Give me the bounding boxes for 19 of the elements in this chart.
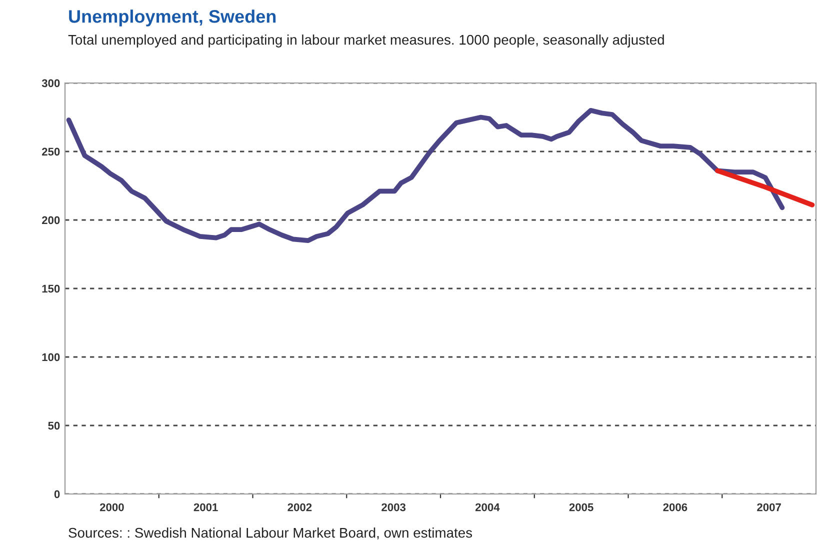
source-note: Sources: : Swedish National Labour Market Board, own estimates xyxy=(68,528,472,540)
x-tick-label: 2005 xyxy=(569,503,594,512)
y-tick-label: 100 xyxy=(42,353,60,362)
y-tick-label: 200 xyxy=(42,216,60,224)
y-tick-label: 150 xyxy=(42,284,60,293)
x-tick-label: 2006 xyxy=(663,503,688,512)
y-tick-label: 250 xyxy=(42,148,60,156)
y-tick-label: 50 xyxy=(48,422,60,430)
y-tick-label: 300 xyxy=(42,79,60,88)
y-tick-label: 0 xyxy=(54,490,60,498)
x-tick-label: 2000 xyxy=(100,503,124,512)
x-tick-label: 2003 xyxy=(382,503,406,512)
x-tick-label: 2002 xyxy=(288,503,312,512)
chart-title: Unemployment, Sweden xyxy=(69,10,276,26)
line-series xyxy=(66,108,785,243)
x-tick-label: 2007 xyxy=(757,503,781,512)
x-tick-label: 2001 xyxy=(194,503,218,512)
chart-subtitle: Total unemployed and participating in labour market measures. 1000 people, seasonally adjusted xyxy=(68,34,664,48)
x-tick-label: 2004 xyxy=(475,503,500,512)
